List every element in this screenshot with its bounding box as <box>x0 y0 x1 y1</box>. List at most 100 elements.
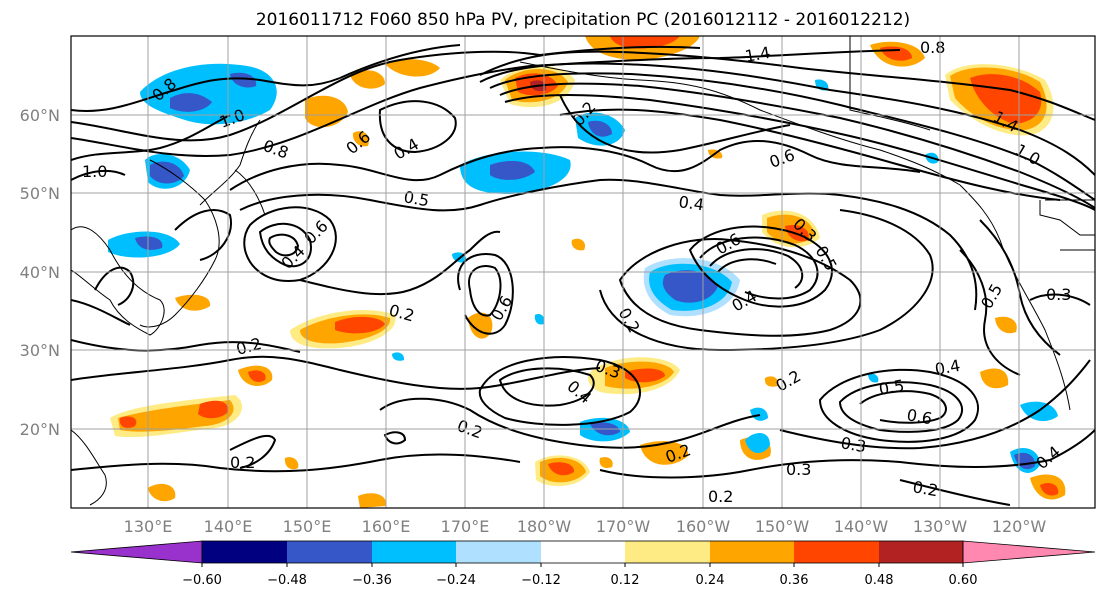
colorbar-tick-label: −0.36 <box>352 573 392 588</box>
lon-label: 160°E <box>362 517 411 536</box>
coastline <box>234 169 266 216</box>
precip-negative-shading <box>108 63 1058 473</box>
precip-shade <box>490 160 535 180</box>
figure-title: 2016011712 F060 850 hPa PV, precipitatio… <box>256 10 910 30</box>
precip-shade <box>119 416 137 428</box>
colorbar-tick-label: 0.24 <box>696 573 725 588</box>
precip-shade <box>352 131 369 147</box>
precip-shade <box>995 316 1017 334</box>
precip-shade <box>571 238 586 251</box>
lon-label: 140°W <box>834 517 889 536</box>
colorbar-segment <box>879 541 963 563</box>
coastline <box>1039 200 1095 236</box>
contour-label: 0.2 <box>230 453 255 472</box>
colorbar-frame <box>201 540 964 564</box>
coastline <box>519 61 961 186</box>
precip-shade <box>588 120 612 137</box>
map-frame <box>70 35 1096 509</box>
lon-label: 140°E <box>204 517 253 536</box>
colorbar-segment <box>70 540 203 564</box>
lat-label: 40°N <box>20 263 60 282</box>
pv-contour <box>709 248 804 289</box>
pv-contour <box>268 233 300 257</box>
coastline <box>71 226 165 336</box>
pv-contour <box>71 77 341 112</box>
precip-shade <box>230 72 257 88</box>
pv-contour <box>499 82 1095 209</box>
pv-contour <box>468 265 502 317</box>
lat-label: 20°N <box>20 420 60 439</box>
pv-contour <box>959 249 1021 376</box>
colorbar-segment <box>794 541 879 563</box>
pv-contour <box>818 368 979 443</box>
lon-label: 180°W <box>517 517 572 536</box>
lon-label: 130°W <box>913 517 968 536</box>
colorbar-segment <box>625 541 710 563</box>
lon-label: 150°E <box>283 517 332 536</box>
pv-contour <box>688 225 833 308</box>
lon-label: 170°W <box>596 517 651 536</box>
contour-label: 1.0 <box>82 162 107 181</box>
colorbar-segment <box>456 541 541 563</box>
pv-contours <box>71 44 1095 506</box>
pv-contour <box>378 100 457 154</box>
pv-contour <box>71 453 521 473</box>
contour-label: 0.6 <box>905 405 933 428</box>
colorbar-segment <box>962 540 1096 564</box>
precip-shade <box>640 441 689 465</box>
lon-label: 160°W <box>676 517 731 536</box>
precip-shade <box>284 457 299 470</box>
colorbar-tick-label: 0.36 <box>780 573 809 588</box>
colorbar-tick-label: 0.60 <box>949 573 978 588</box>
precip-shade <box>1040 483 1059 496</box>
contour-label: 0.3 <box>786 460 811 479</box>
lat-label: 30°N <box>20 341 60 360</box>
precip-shade <box>868 373 879 383</box>
lon-label: 130°E <box>124 517 173 536</box>
precip-shade <box>358 493 387 508</box>
colorbar-tick-label: −0.60 <box>182 573 222 588</box>
precip-shade <box>764 376 779 387</box>
pv-contour <box>489 72 1095 201</box>
precip-shade <box>148 483 176 502</box>
pv-contour <box>618 238 862 337</box>
pv-contour <box>859 390 947 424</box>
pv-contour <box>498 367 595 407</box>
pv-contour <box>229 434 277 469</box>
pv-contour <box>1029 293 1091 306</box>
pv-contour <box>559 94 791 154</box>
pv-contour <box>479 62 1095 176</box>
colorbar-tick-label: −0.12 <box>521 573 561 588</box>
contour-label: 0.2 <box>708 487 733 506</box>
precip-shade <box>548 462 575 476</box>
longitude-labels: 130°E 140°E 150°E 160°E 170°E 180°W 170°… <box>124 517 1047 536</box>
pv-contour <box>71 169 126 181</box>
pv-contour <box>838 381 963 433</box>
colorbar-segment <box>287 541 372 563</box>
colorbar-tick-label: 0.12 <box>611 573 640 588</box>
pv-contour <box>229 139 921 191</box>
colorbar-tick-label: 0.48 <box>865 573 894 588</box>
pv-contour <box>239 178 978 311</box>
precip-shade <box>135 236 163 250</box>
lon-label: 120°W <box>992 517 1047 536</box>
colorbar-segment <box>372 541 456 563</box>
precip-shade <box>350 70 385 89</box>
contour-label: 0.5 <box>877 376 905 399</box>
pv-contour <box>299 230 501 296</box>
pv-contour <box>479 50 1095 121</box>
colorbar-tick-label: −0.48 <box>267 573 307 588</box>
pv-contour <box>899 479 1011 506</box>
pv-contour <box>71 114 231 161</box>
coastline <box>139 159 220 328</box>
map-panel: 0.8 1.0 0.8 0.6 0.4 1.0 0.5 0.6 0.4 0.2 … <box>20 35 1096 536</box>
pv-contour <box>174 209 232 261</box>
precip-shade <box>610 36 680 49</box>
contour-label: 0.4 <box>677 192 705 214</box>
pv-contour <box>717 258 777 273</box>
precip-shade <box>980 368 1009 389</box>
coastline <box>959 184 1071 411</box>
precip-shade <box>335 316 385 334</box>
lat-label: 60°N <box>20 106 60 125</box>
